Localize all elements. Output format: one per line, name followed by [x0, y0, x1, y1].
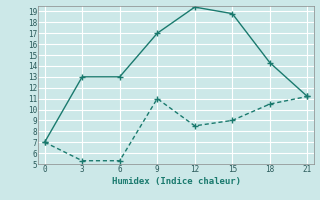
- X-axis label: Humidex (Indice chaleur): Humidex (Indice chaleur): [111, 177, 241, 186]
